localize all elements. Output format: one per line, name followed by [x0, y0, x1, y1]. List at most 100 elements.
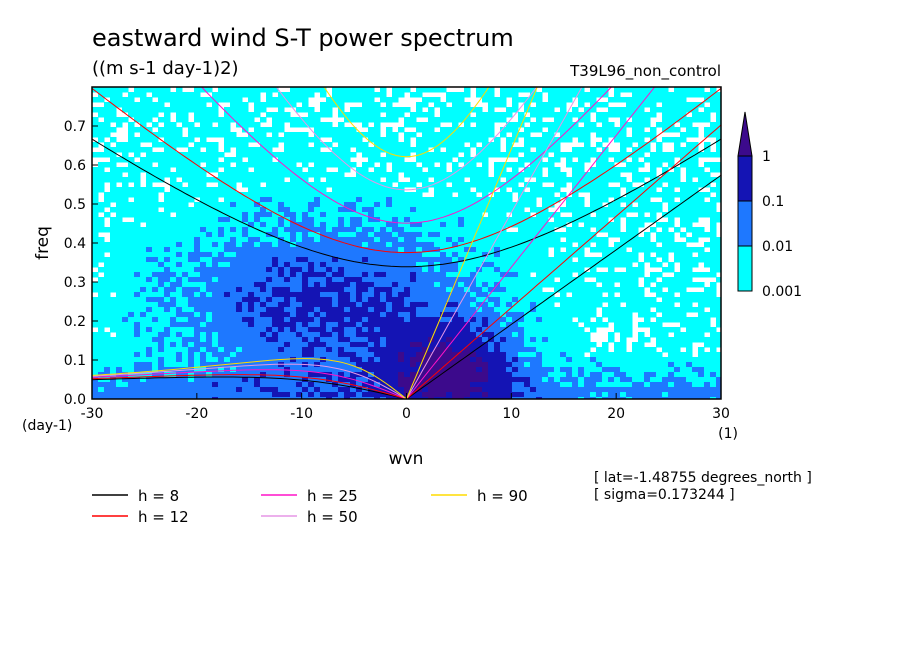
power-cell: [458, 307, 465, 313]
power-cell: [110, 172, 117, 178]
power-cell: [380, 257, 387, 263]
power-cell: [662, 197, 669, 203]
power-cell: [554, 152, 561, 158]
power-cell: [614, 217, 621, 223]
power-cell: [98, 202, 105, 208]
power-cell: [254, 192, 261, 198]
power-cell: [470, 172, 477, 178]
power-cell: [374, 312, 381, 318]
power-cell: [344, 272, 351, 278]
power-cell: [170, 152, 177, 158]
power-cell: [548, 277, 555, 283]
power-cell: [596, 117, 603, 123]
power-cell: [320, 197, 327, 203]
power-cell: [308, 352, 315, 358]
power-cell: [680, 97, 687, 103]
power-cell: [128, 112, 135, 118]
power-cell: [236, 102, 243, 108]
power-cell: [428, 292, 435, 298]
power-cell: [668, 117, 675, 123]
power-cell: [506, 172, 513, 178]
power-cell: [350, 152, 357, 158]
power-cell: [320, 247, 327, 253]
power-cell: [194, 312, 201, 318]
power-cell: [482, 117, 489, 123]
power-cell: [392, 132, 399, 138]
power-cell: [164, 352, 171, 358]
power-cell: [242, 107, 249, 113]
power-cell: [536, 222, 543, 228]
power-cell: [476, 182, 483, 188]
power-cell: [146, 337, 153, 343]
power-cell: [260, 217, 267, 223]
power-cell: [332, 272, 339, 278]
power-cell: [464, 352, 471, 358]
power-cell: [428, 347, 435, 353]
power-cell: [128, 292, 135, 298]
power-cell: [134, 362, 141, 368]
power-cell: [362, 117, 369, 123]
power-cell: [266, 277, 273, 283]
power-cell: [284, 212, 291, 218]
power-cell: [434, 137, 441, 143]
power-cell: [686, 167, 693, 173]
power-cell: [560, 92, 567, 98]
power-cell: [536, 277, 543, 283]
power-cell: [554, 332, 561, 338]
power-cell: [134, 357, 141, 363]
power-cell: [206, 117, 213, 123]
power-cell: [140, 297, 147, 303]
power-cell: [170, 137, 177, 143]
power-cell: [698, 337, 705, 343]
power-cell: [452, 207, 459, 213]
power-cell: [230, 237, 237, 243]
power-cell: [290, 192, 297, 198]
power-cell: [476, 337, 483, 343]
power-cell: [428, 212, 435, 218]
power-cell: [350, 132, 357, 138]
power-cell: [176, 317, 183, 323]
power-cell: [380, 277, 387, 283]
power-cell: [344, 132, 351, 138]
power-cell: [656, 202, 663, 208]
power-cell: [320, 237, 327, 243]
power-cell: [344, 222, 351, 228]
power-cell: [368, 132, 375, 138]
power-cell: [656, 97, 663, 103]
power-cell: [290, 137, 297, 143]
power-cell: [164, 107, 171, 113]
power-cell: [596, 152, 603, 158]
power-cell: [662, 192, 669, 198]
power-cell: [236, 197, 243, 203]
power-cell: [680, 282, 687, 288]
power-cell: [194, 357, 201, 363]
power-cell: [266, 142, 273, 148]
power-cell: [266, 172, 273, 178]
power-cell: [602, 182, 609, 188]
power-cell: [146, 277, 153, 283]
power-cell: [338, 302, 345, 308]
power-cell: [356, 277, 363, 283]
power-cell: [194, 187, 201, 193]
power-cell: [374, 252, 381, 258]
power-cell: [254, 242, 261, 248]
power-cell: [572, 162, 579, 168]
power-cell: [536, 142, 543, 148]
power-cell: [356, 132, 363, 138]
power-cell: [392, 157, 399, 163]
power-cell: [476, 167, 483, 173]
power-cell: [524, 202, 531, 208]
power-cell: [254, 122, 261, 128]
power-cell: [410, 287, 417, 293]
power-cell: [698, 167, 705, 173]
power-cell: [578, 292, 585, 298]
power-cell: [92, 107, 99, 113]
power-cell: [386, 292, 393, 298]
power-cell: [170, 97, 177, 103]
power-cell: [362, 317, 369, 323]
power-cell: [464, 92, 471, 98]
power-cell: [254, 137, 261, 143]
power-cell: [110, 107, 117, 113]
power-cell: [464, 162, 471, 168]
power-cell: [92, 242, 99, 248]
